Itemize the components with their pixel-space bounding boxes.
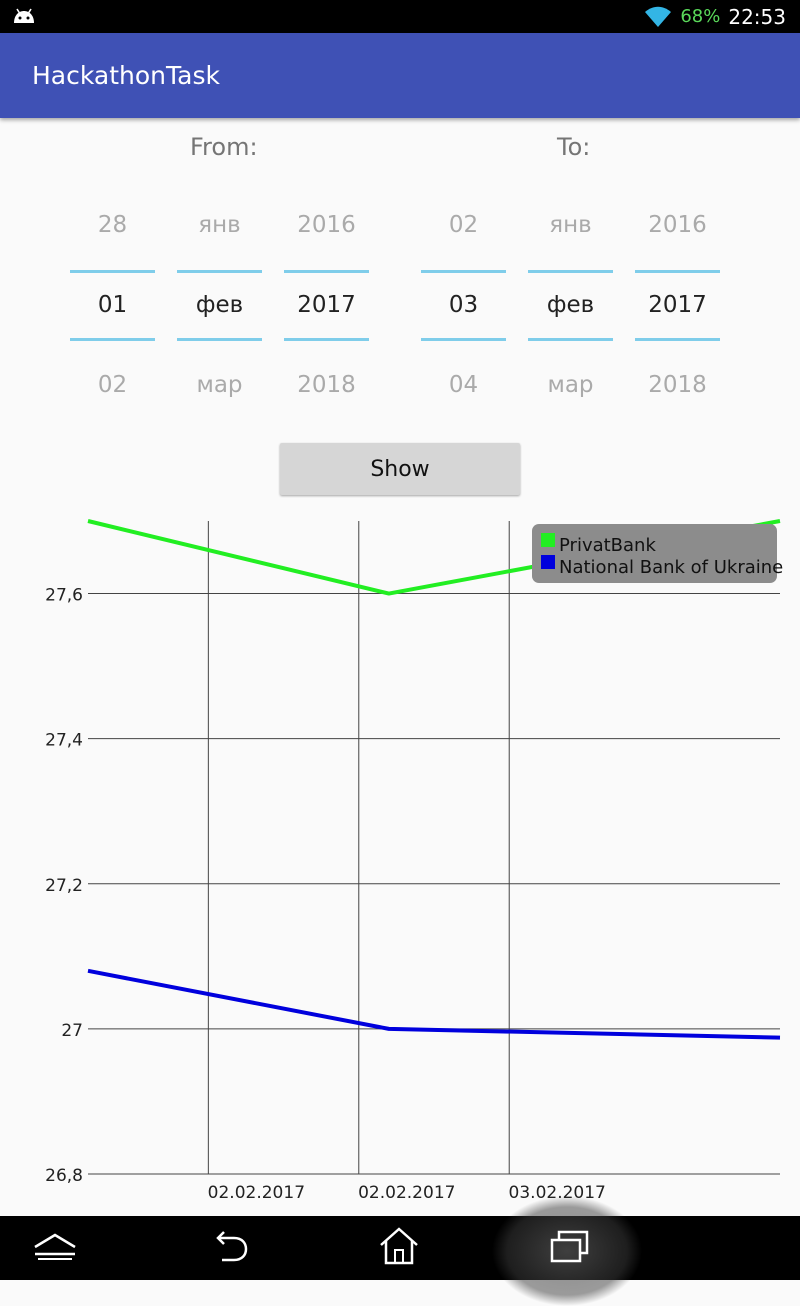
picker-divider <box>70 270 155 273</box>
battery-percentage: 68% <box>680 6 721 27</box>
from-year-next[interactable]: 2018 <box>297 372 356 398</box>
from-month-picker[interactable]: янв фев мар <box>177 190 262 420</box>
from-year-picker[interactable]: 2016 2017 2018 <box>284 190 369 420</box>
from-day-prev[interactable]: 28 <box>97 212 128 238</box>
to-day-picker[interactable]: 02 03 04 <box>421 190 506 420</box>
to-day-prev[interactable]: 02 <box>448 212 479 238</box>
from-month-current[interactable]: фев <box>195 292 244 318</box>
to-label: To: <box>557 133 591 161</box>
picker-divider <box>284 338 369 341</box>
legend-swatch <box>541 533 555 547</box>
legend-swatch <box>541 555 555 569</box>
back-icon[interactable] <box>208 1230 250 1264</box>
picker-divider <box>421 338 506 341</box>
to-day-current[interactable]: 03 <box>448 292 479 318</box>
up-chevron-icon[interactable] <box>32 1230 78 1264</box>
series-line-national-bank <box>87 968 781 1040</box>
from-day-next[interactable]: 02 <box>97 372 128 398</box>
to-year-picker[interactable]: 2016 2017 2018 <box>635 190 720 420</box>
to-month-picker[interactable]: янв фев мар <box>528 190 613 420</box>
to-day-next[interactable]: 04 <box>448 372 479 398</box>
picker-divider <box>528 338 613 341</box>
from-year-prev[interactable]: 2016 <box>297 212 356 238</box>
picker-divider <box>70 338 155 341</box>
y-tick-label: 27,6 <box>45 586 83 606</box>
picker-divider <box>635 338 720 341</box>
to-month-next[interactable]: мар <box>547 372 594 398</box>
to-year-prev[interactable]: 2016 <box>648 212 707 238</box>
wifi-icon <box>645 6 672 27</box>
home-icon[interactable] <box>378 1226 420 1266</box>
legend-background <box>532 524 777 583</box>
exchange-rate-chart[interactable]: 02.02.2017 02.02.2017 03.02.201727,627,427… <box>0 505 800 1210</box>
app-title: HackathonTask <box>32 61 220 90</box>
x-tick-label: 02.02.2017 <box>208 1183 305 1203</box>
to-year-current[interactable]: 2017 <box>648 292 707 318</box>
recent-apps-icon[interactable] <box>549 1228 591 1264</box>
y-tick-label: 26,8 <box>45 1166 83 1186</box>
to-month-current[interactable]: фев <box>546 292 595 318</box>
status-bar: 68% 22:53 <box>0 0 800 33</box>
from-day-current[interactable]: 01 <box>97 292 128 318</box>
legend-label: National Bank of Ukraine <box>559 557 783 578</box>
navigation-bar <box>0 1216 800 1280</box>
show-button[interactable]: Show <box>280 443 520 495</box>
android-icon <box>14 8 34 23</box>
legend-label: PrivatBank <box>559 535 656 556</box>
y-tick-label: 27,2 <box>45 876 83 896</box>
from-month-prev[interactable]: янв <box>198 212 241 238</box>
picker-divider <box>284 270 369 273</box>
y-tick-label: 27 <box>61 1021 83 1041</box>
app-bar: HackathonTask <box>0 33 800 118</box>
picker-divider <box>528 270 613 273</box>
from-day-picker[interactable]: 28 01 02 <box>70 190 155 420</box>
to-month-prev[interactable]: янв <box>549 212 592 238</box>
picker-divider <box>635 270 720 273</box>
picker-divider <box>421 270 506 273</box>
from-label: From: <box>190 133 258 161</box>
to-year-next[interactable]: 2018 <box>648 372 707 398</box>
y-tick-label: 27,4 <box>45 731 83 751</box>
picker-divider <box>177 338 262 341</box>
x-tick-label: 02.02.2017 <box>358 1183 455 1203</box>
clock: 22:53 <box>728 4 786 29</box>
picker-divider <box>177 270 262 273</box>
from-year-current[interactable]: 2017 <box>297 292 356 318</box>
from-month-next[interactable]: мар <box>196 372 243 398</box>
